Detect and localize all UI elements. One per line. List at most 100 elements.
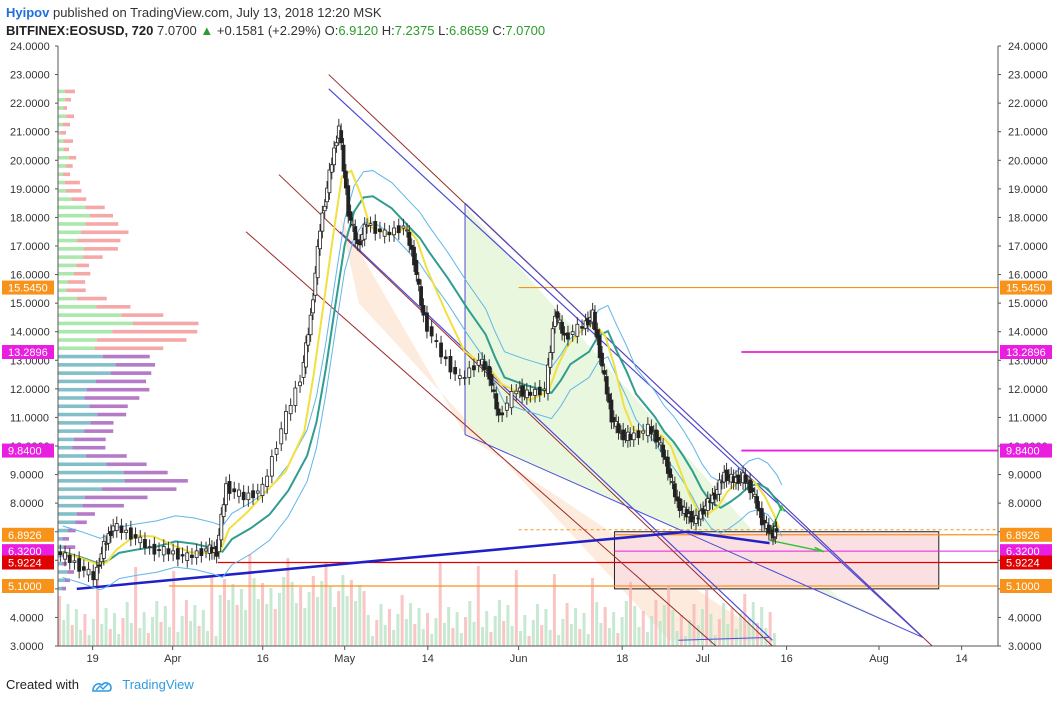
candle-body [774,528,779,533]
candle-body [204,548,208,552]
candle-body [358,241,362,246]
volume-bar [734,629,738,646]
candle-body [453,367,458,375]
price-tag-background [1000,555,1052,570]
volume-bar [83,614,87,646]
volume-profile-bar-down [75,520,87,525]
volume-profile-bar-up [58,470,124,475]
volume-bar [79,630,83,646]
volume-bar [354,601,358,646]
y-tick-label-right: 20.0000 [1008,155,1048,167]
candle-body [161,546,166,556]
volume-bar [108,629,112,646]
volume-bar [607,628,611,646]
candle-body [636,430,641,439]
candle-body [322,205,327,212]
long-trendline [76,530,688,591]
candle-body [194,550,199,558]
price-tag-label: 13.2896 [1006,347,1046,359]
candle-body [570,331,575,335]
volume-bar [125,602,129,646]
candle-body [748,479,752,494]
volume-bar [167,627,171,646]
volume-profile-bar-down [110,371,152,375]
volume-bar [413,624,417,646]
y-tick-label-left: 19.0000 [10,184,50,196]
volume-profile-bar-up [58,263,77,268]
candle-body [133,534,138,539]
volume-profile-bar-down [65,189,82,193]
volume-bar [332,607,336,646]
y-tick-label-left: 9.0000 [10,470,44,482]
volume-profile-bar-down [82,503,124,508]
volume-bar [620,617,624,646]
volume-profile-bar-down [76,263,90,268]
candle-body [175,548,180,560]
volume-bar [569,624,573,646]
volume-profile-bar-down [84,495,148,500]
tradingview-link[interactable]: TradingView [122,677,194,692]
volume-bar [172,571,176,646]
tradingview-logo-icon [91,681,112,692]
candle-body [694,515,698,524]
price-tag-left: 6.3200 [2,544,54,558]
last-price: 7.0700 [157,23,197,38]
volume-bar [552,574,556,646]
low-label: L: [438,23,449,38]
candle-body [566,332,570,340]
header-row-publish: Hyipov published on TradingView.com, Jul… [6,4,1046,22]
volume-profile-bar-up [58,520,76,525]
volume-profile-bar-down [62,172,71,177]
forecast-arrow-up [768,504,786,535]
volume-bar [527,636,531,646]
volume-bar [700,609,704,646]
close-value: 7.0700 [505,23,546,38]
volume-bar [586,634,590,646]
candle-body [401,225,406,229]
volume-profile-bar-up [58,296,77,301]
x-tick-label: Jun [510,653,528,665]
candle-body [504,402,509,411]
volume-profile-bar-up [58,189,66,193]
target-box-zone [613,531,940,590]
candle-body [414,259,419,275]
volume-bar [459,633,463,646]
volume-bar [400,595,404,646]
volume-bar [624,601,628,646]
candle-body [607,393,611,403]
volume-profile-bar-up [58,537,63,541]
candle-body [124,529,129,533]
price-chart[interactable]: 3.00003.00004.00004.00005.00005.00006.00… [0,40,1057,666]
open-label: O: [324,23,339,38]
candle-body [443,356,448,360]
price-tag-label: 9.8400 [1006,446,1040,458]
x-tick-label: Jul [696,653,710,665]
volume-bar [451,628,455,646]
x-tick-label: Apr [164,653,181,665]
volume-bar [519,631,523,646]
volume-profile-bar-down [85,222,119,226]
volume-bar [87,635,91,646]
volume-profile-bar-up [58,354,104,359]
volume-bar [290,582,294,646]
volume-profile-bar-up [58,570,68,574]
volume-profile-bar-up [58,255,84,259]
volume-bar [231,584,235,646]
volume-profile-bar-down [97,412,127,417]
candle-body [514,390,519,395]
candle-body [327,169,332,194]
volume-bar [434,618,438,646]
candle-body [750,487,755,493]
volume-bar [146,633,150,646]
change-arrow-icon: ▲ [200,23,214,38]
volume-profile-bar-up [58,479,125,483]
y-tick-label-right: 19.0000 [1008,184,1048,196]
price-tag-left: 5.1000 [2,579,54,593]
volume-bar [612,612,616,646]
x-tick-label: Aug [869,653,889,665]
candle-body [457,375,462,379]
author-name[interactable]: Hyipov [6,5,50,20]
volume-bar [417,608,421,646]
y-tick-label-right: 4.0000 [1008,612,1042,624]
candle-body [318,230,322,250]
